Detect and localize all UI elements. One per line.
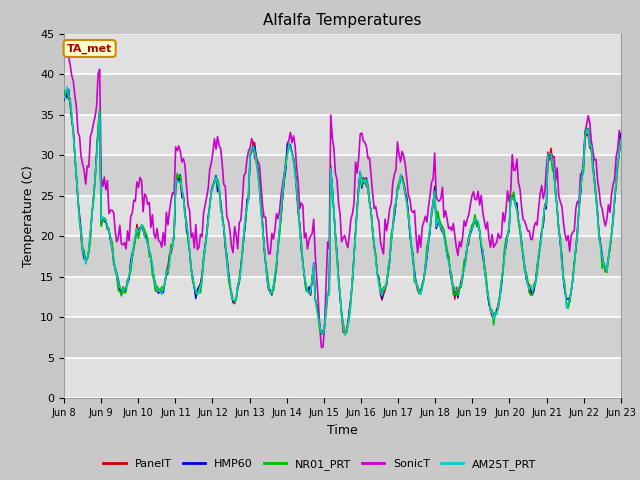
Bar xyxy=(64,155,621,196)
Legend: PanelT, HMP60, NR01_PRT, SonicT, AM25T_PRT: PanelT, HMP60, NR01_PRT, SonicT, AM25T_P… xyxy=(99,455,541,474)
Bar xyxy=(64,358,621,398)
Y-axis label: Temperature (C): Temperature (C) xyxy=(22,165,35,267)
Bar xyxy=(64,196,621,236)
X-axis label: Time: Time xyxy=(327,424,358,437)
Bar xyxy=(64,74,621,115)
Title: Alfalfa Temperatures: Alfalfa Temperatures xyxy=(263,13,422,28)
Bar xyxy=(64,236,621,277)
Bar xyxy=(64,34,621,74)
Bar xyxy=(64,115,621,155)
Bar xyxy=(64,277,621,317)
Bar xyxy=(64,317,621,358)
Text: TA_met: TA_met xyxy=(67,43,113,54)
